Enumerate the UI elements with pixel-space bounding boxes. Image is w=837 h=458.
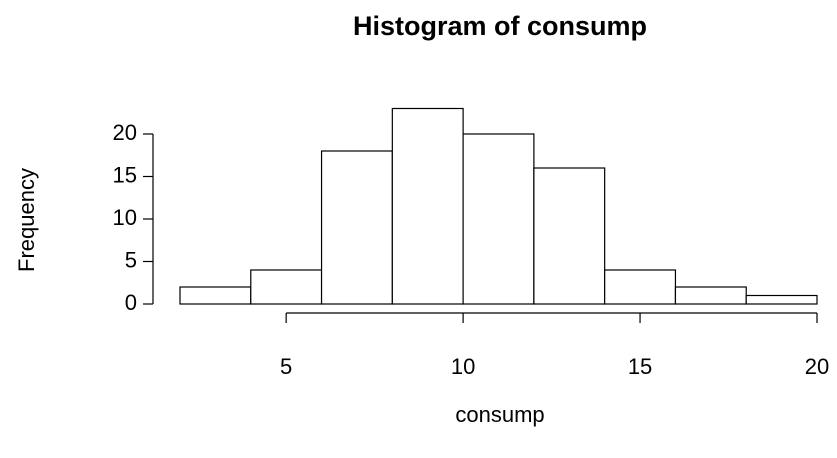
bar [320, 150, 393, 305]
y-tick-label: 0 [125, 290, 137, 315]
bar [745, 294, 818, 305]
bar [462, 133, 535, 305]
x-tick-label: 10 [451, 354, 475, 379]
x-tick-label: 20 [805, 354, 829, 379]
bar [391, 107, 464, 305]
y-tick-label: 15 [113, 162, 137, 187]
y-tick-label: 10 [113, 205, 137, 230]
x-tick-label: 5 [280, 354, 292, 379]
y-tick-label: 5 [125, 247, 137, 272]
bar [179, 286, 252, 305]
chart-title: Histogram of consump [353, 11, 647, 41]
y-axis-label: Frequency [14, 168, 39, 272]
x-tick-label: 15 [628, 354, 652, 379]
bar [674, 286, 747, 305]
x-axis-label: consump [455, 402, 544, 427]
y-tick-label: 20 [113, 120, 137, 145]
bar [250, 269, 323, 305]
bar [533, 167, 606, 305]
bar [604, 269, 677, 305]
